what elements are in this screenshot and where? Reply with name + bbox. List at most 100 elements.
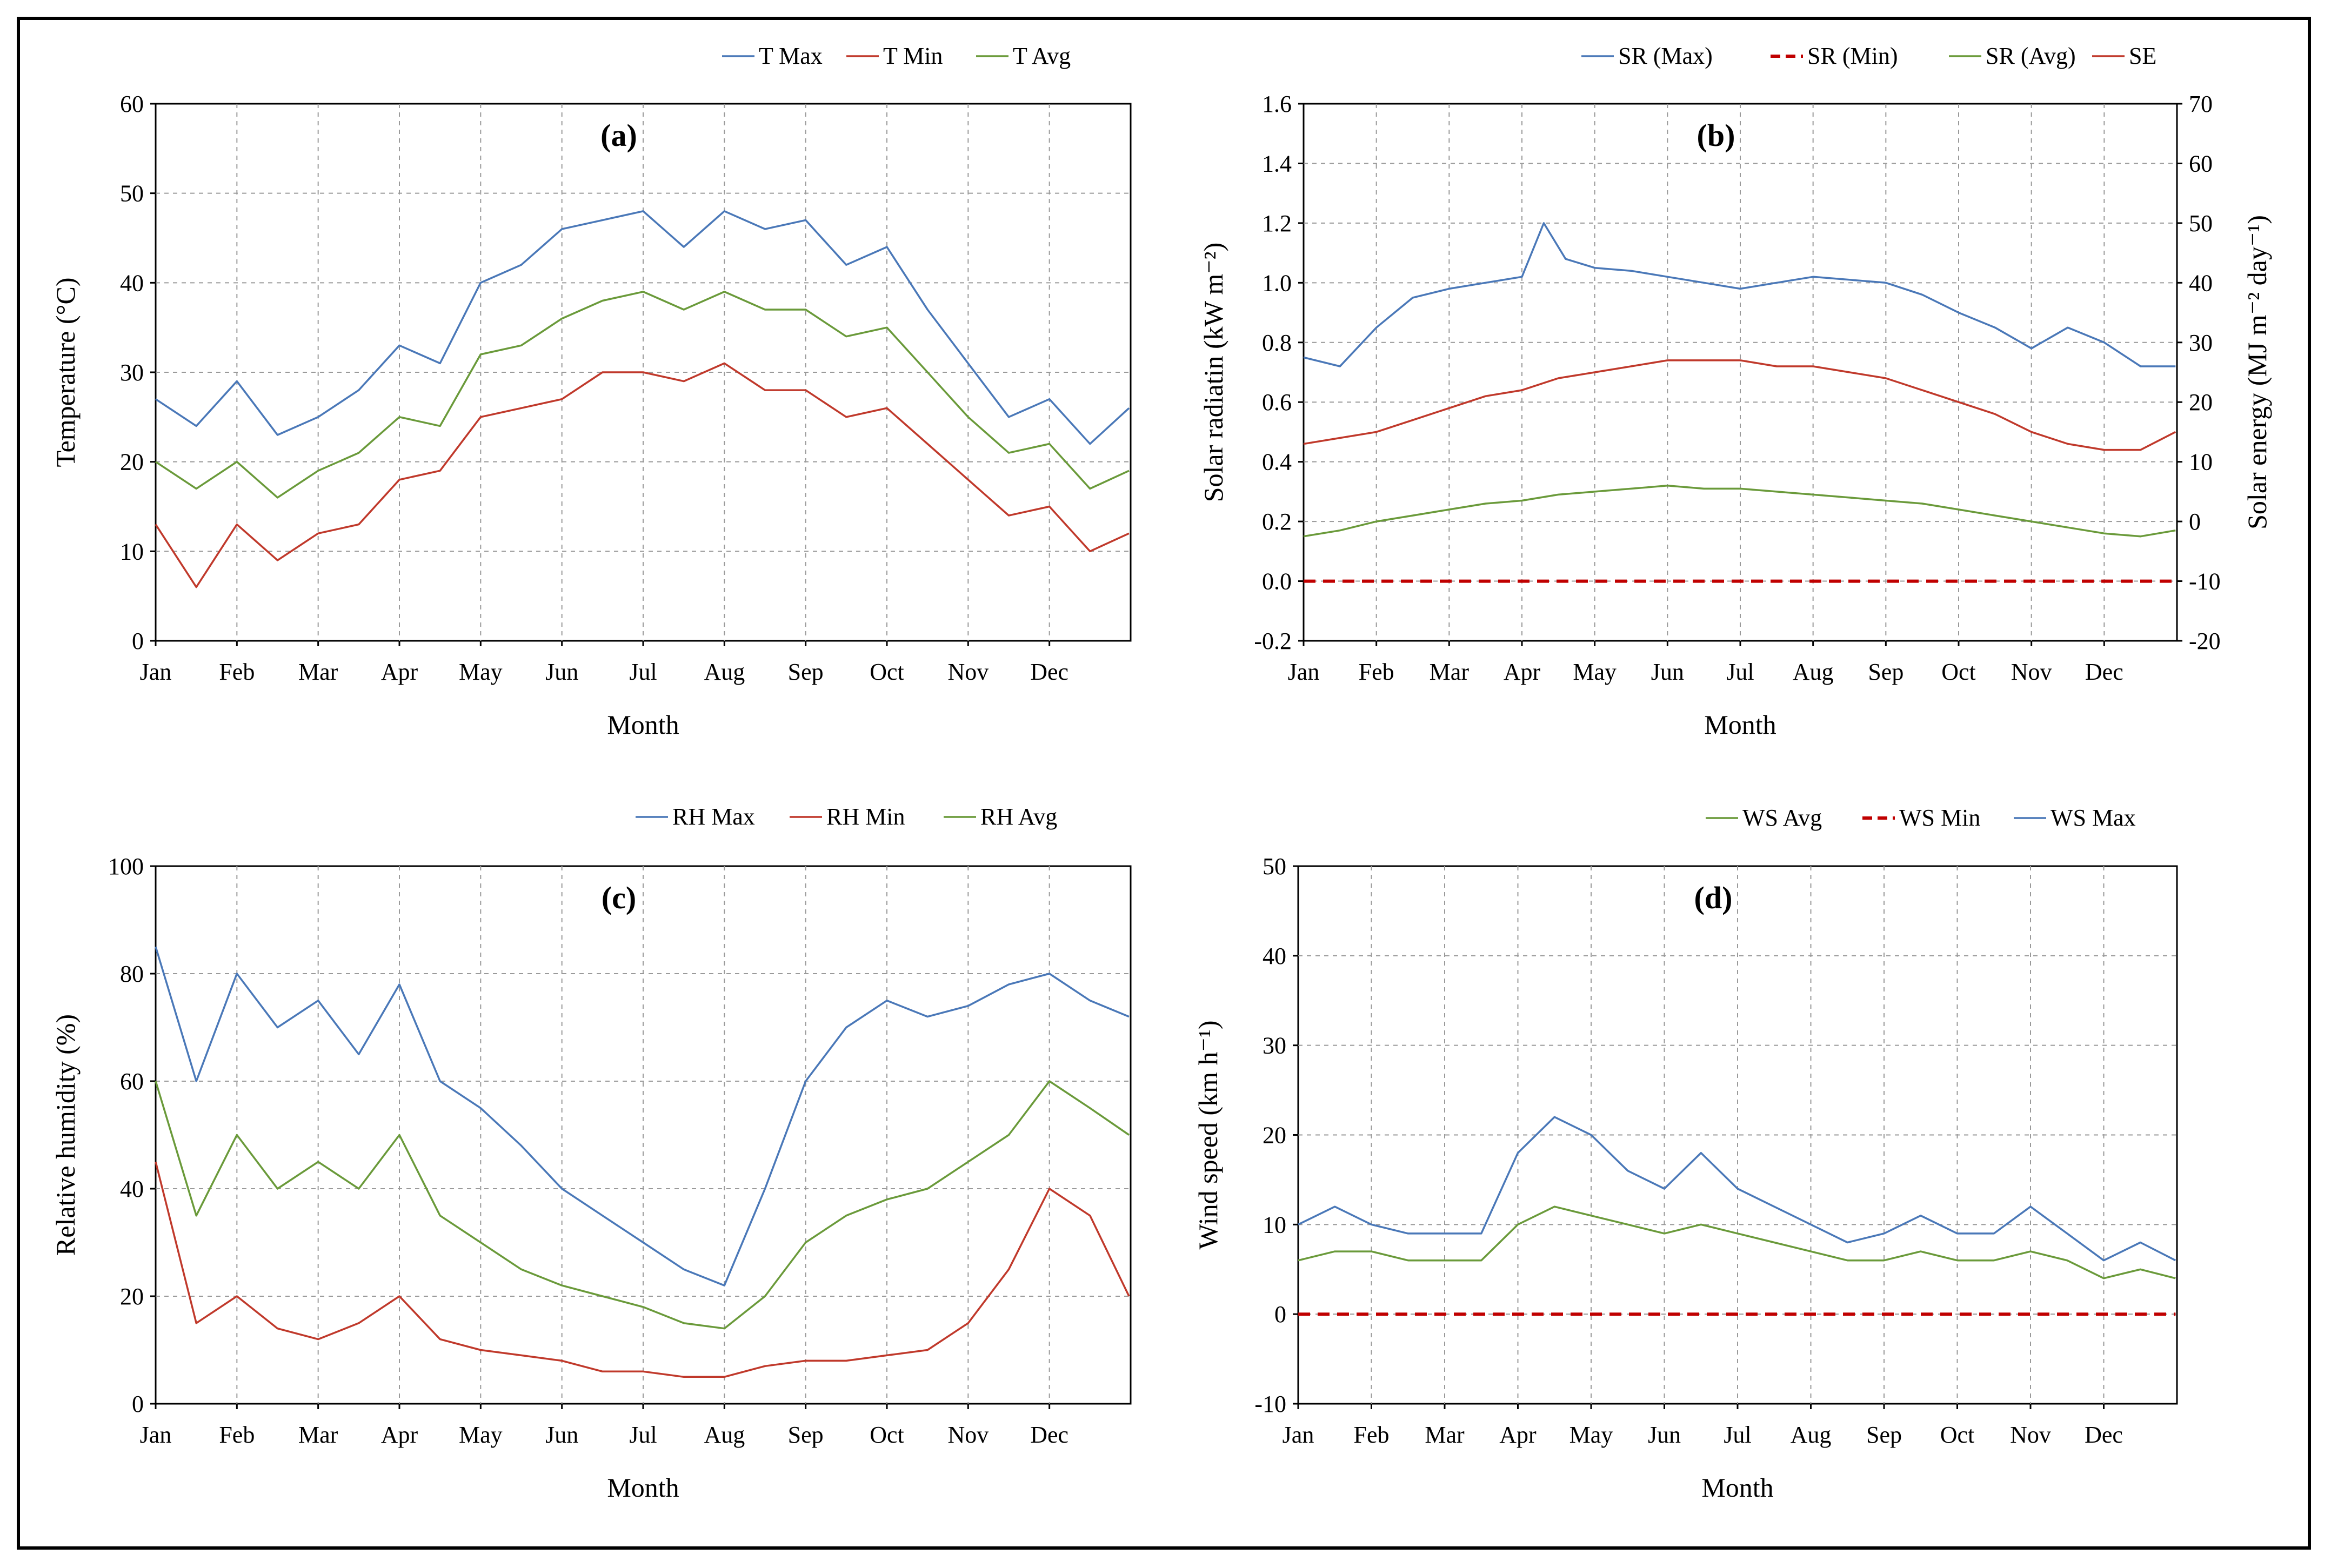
x-tick-label: Nov [947, 1422, 988, 1448]
x-tick-label: Mar [298, 659, 338, 685]
y-tick-label: 0.4 [1262, 449, 1292, 475]
y-axis-title: Solar radiatin (kW m⁻²) [1198, 243, 1228, 502]
chart-panel-a: 0 10 20 30 40 50 60 Jan Feb Mar Apr May Jun Jul Aug Sep… [50, 43, 1132, 740]
y-tick-label: 0 [1274, 1301, 1286, 1328]
y-tick-label: 10 [120, 538, 144, 565]
legend-label: RH Avg [980, 803, 1057, 830]
series-line-t-min [155, 362, 1130, 588]
y-tick-label: 50 [120, 180, 144, 207]
y-right-tick-label: 30 [2189, 330, 2213, 356]
y-tick-label: 20 [120, 1283, 144, 1310]
y-tick-label: 60 [120, 91, 144, 117]
y-tick-label: 0.6 [1262, 389, 1292, 416]
y-tick-label: 1.6 [1262, 91, 1292, 117]
x-tick-label: Mar [1430, 659, 1470, 685]
y-axis-title: Wind speed (km h⁻¹) [1193, 1021, 1223, 1250]
y-tick-label: 20 [1263, 1122, 1286, 1149]
x-tick-label: Dec [1030, 659, 1068, 685]
legend-label: WS Avg [1742, 805, 1822, 831]
x-tick-label: Jan [140, 659, 172, 685]
y-axis-title: Temperature (°C) [50, 277, 81, 467]
x-tick-label: Feb [219, 1422, 255, 1448]
series-line-t-max [155, 210, 1130, 445]
x-tick-label: Nov [2011, 659, 2052, 685]
series-line-se [1303, 359, 2176, 451]
y-tick-label: -10 [1254, 1391, 1286, 1417]
y-right-tick-label: 60 [2189, 150, 2213, 177]
legend-label: RH Max [672, 803, 755, 830]
x-tick-label: Mar [298, 1422, 338, 1448]
x-axis-title: Month [607, 709, 679, 740]
series-line-sr-avg [1303, 485, 2176, 538]
x-tick-label: Aug [704, 1422, 745, 1448]
y-tick-label: 0 [132, 628, 144, 654]
series-line-t-avg [155, 291, 1130, 499]
x-tick-label: Feb [1354, 1422, 1390, 1448]
y-right-tick-label: 0 [2189, 508, 2201, 535]
x-tick-label: Jan [1288, 659, 1320, 685]
x-tick-label: Jul [1726, 659, 1754, 685]
y-tick-label: 1.0 [1262, 270, 1292, 296]
y-tick-label: 50 [1263, 853, 1286, 880]
y-tick-label: 0.8 [1262, 330, 1292, 356]
x-tick-label: Oct [1941, 659, 1976, 685]
x-tick-label: Apr [1499, 1422, 1537, 1448]
y-right-tick-label: 40 [2189, 270, 2213, 296]
x-tick-label: Dec [2085, 659, 2123, 685]
legend-label: SR (Max) [1618, 43, 1713, 69]
x-tick-label: Oct [870, 659, 904, 685]
series-line-ws-max [1298, 1116, 2176, 1262]
y-tick-label: 40 [1263, 943, 1286, 969]
x-tick-label: Mar [1425, 1422, 1465, 1448]
y-tick-label: 100 [108, 853, 144, 880]
y-right-tick-label: -20 [2189, 628, 2221, 654]
x-tick-label: Sep [788, 659, 824, 685]
y-tick-label: 30 [1263, 1033, 1286, 1059]
legend-label: T Avg [1013, 43, 1071, 69]
y-tick-label: 1.2 [1262, 210, 1292, 237]
y-tick-label: 20 [120, 449, 144, 475]
x-tick-label: May [1569, 1422, 1613, 1448]
y-tick-label: 80 [120, 961, 144, 987]
y-tick-label: 30 [120, 359, 144, 386]
legend-label: T Min [883, 43, 943, 69]
legend-label: SR (Min) [1807, 43, 1898, 69]
x-tick-label: Feb [219, 659, 255, 685]
x-tick-label: Sep [1868, 659, 1903, 685]
x-tick-label: Aug [1793, 659, 1834, 685]
chart-panel-b: -0.2 0.0 0.2 0.4 0.6 0.8 1.0 1.2 1.4 1.6 -20 -10 0 10… [1198, 43, 2272, 740]
series-line-rh-avg [155, 1080, 1130, 1330]
y-right-tick-label: 10 [2189, 449, 2213, 475]
y-tick-label: -0.2 [1254, 628, 1292, 654]
legend-label: WS Max [2051, 805, 2136, 831]
x-tick-label: Nov [2010, 1422, 2051, 1448]
x-tick-label: Dec [1030, 1422, 1068, 1448]
y-tick-label: 0 [132, 1391, 144, 1417]
y-right-axis-title: Solar energy (MJ m⁻² day⁻¹) [2242, 215, 2272, 530]
x-tick-label: Jan [140, 1422, 172, 1448]
x-tick-label: Feb [1359, 659, 1394, 685]
chart-panel-c: 0 20 40 60 80 100 Jan Feb Mar Apr May Jun Jul Aug Sep O… [50, 803, 1132, 1503]
x-tick-label: Nov [947, 659, 988, 685]
x-tick-label: Jul [629, 659, 657, 685]
panel-label: (b) [1697, 118, 1735, 153]
series-line-sr-max [1303, 222, 2176, 367]
legend-label: RH Min [826, 803, 905, 830]
x-tick-label: Oct [1940, 1422, 1975, 1448]
legend-label: SE [2129, 43, 2156, 69]
x-tick-label: Jun [545, 1422, 578, 1448]
x-tick-label: Apr [1504, 659, 1541, 685]
y-right-tick-label: 70 [2189, 91, 2213, 117]
x-tick-label: Oct [870, 1422, 904, 1448]
y-tick-label: 40 [120, 270, 144, 296]
x-tick-label: May [459, 1422, 503, 1448]
y-right-tick-label: 50 [2189, 210, 2213, 237]
y-tick-label: 40 [120, 1176, 144, 1202]
x-tick-label: Apr [381, 659, 418, 685]
y-tick-label: 0.2 [1262, 508, 1292, 535]
y-right-tick-label: -10 [2189, 568, 2221, 595]
legend-label: T Max [759, 43, 823, 69]
series-line-ws-avg [1298, 1205, 2176, 1279]
panel-label: (c) [602, 880, 636, 915]
